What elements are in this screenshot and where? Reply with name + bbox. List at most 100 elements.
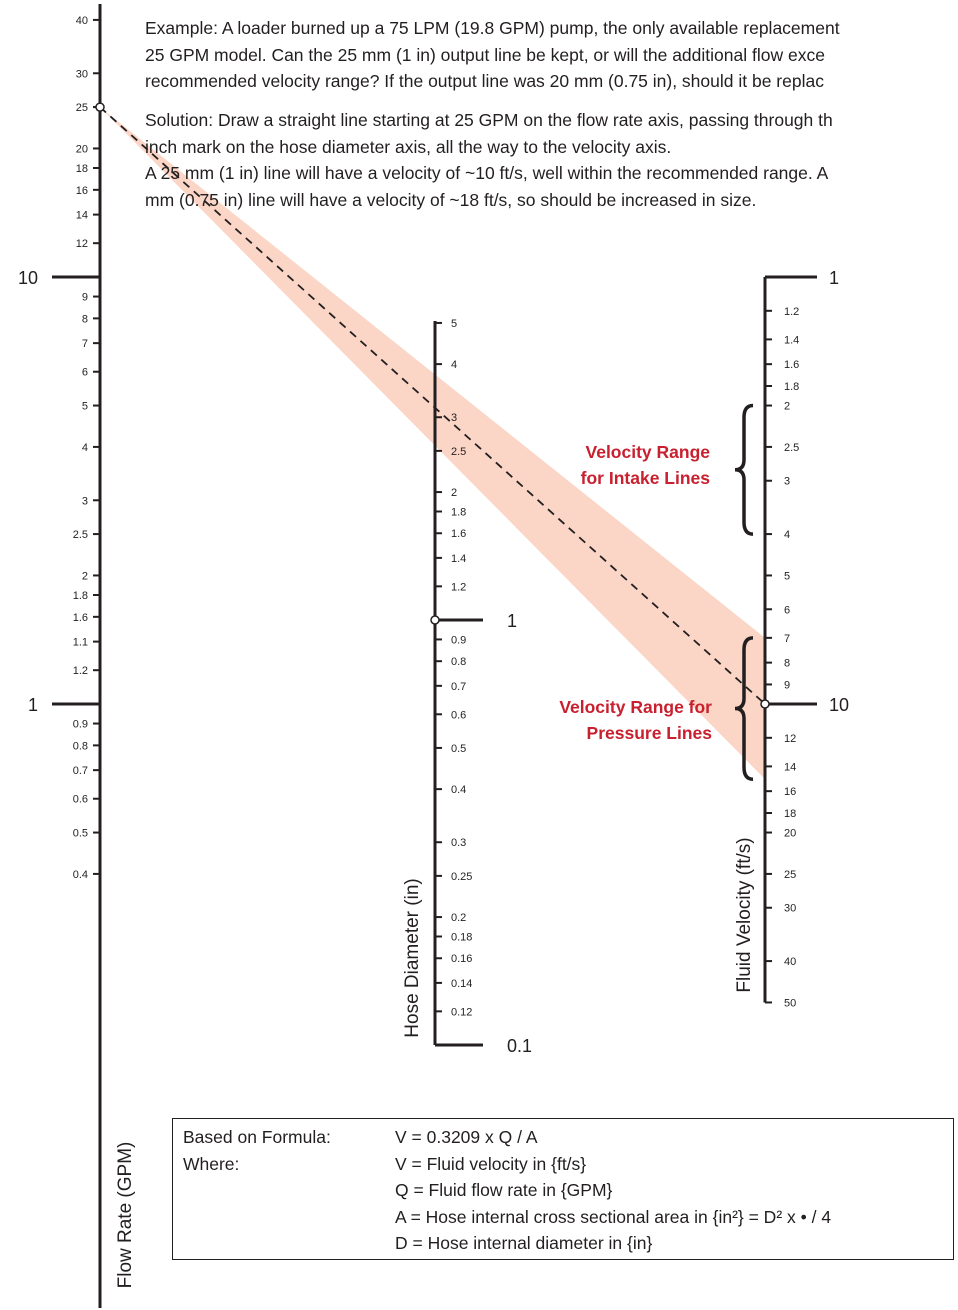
tick-label: 14 [76, 210, 88, 222]
major-tick-label: 1 [28, 695, 38, 715]
tick-label: 12 [76, 238, 88, 250]
tick-label: 0.8 [451, 656, 466, 668]
tick-label: 6 [784, 604, 790, 616]
solution-line: Solution: Draw a straight line starting … [145, 110, 833, 130]
tick-label: 0.7 [451, 681, 466, 693]
tick-label: 0.2 [451, 912, 466, 924]
formula-line: V = Fluid velocity in {ft/s} [395, 1154, 587, 1174]
formula-line: D = Hose internal diameter in {in} [395, 1233, 653, 1253]
tick-label: 1.8 [73, 590, 88, 602]
tick-label: 4 [82, 442, 88, 454]
axis-3: 1.2 1.4 1.6 1.8 2 2.5 3 4 5 6 7 8 9 12 14 16 18 20 25 30 40 5… [734, 268, 849, 1009]
velocity-range-brace [734, 636, 754, 781]
major-tick-label: 1 [829, 268, 839, 288]
tick-label: 0.14 [451, 978, 472, 990]
velocity-range-label: Velocity Range [586, 442, 711, 462]
tick-label: 16 [76, 185, 88, 197]
formula-line: Q = Fluid flow rate in {GPM} [395, 1180, 613, 1200]
velocity-range-label: Velocity Range for [559, 697, 712, 717]
major-tick-label: 10 [18, 268, 38, 288]
tick-label: 8 [82, 313, 88, 325]
tick-label: 9 [82, 292, 88, 304]
tick-label: 5 [451, 318, 457, 330]
tick-label: 0.3 [451, 837, 466, 849]
solution-line: A 25 mm (1 in) line will have a velocity… [145, 163, 829, 183]
based-on-formula-label: Based on Formula: [183, 1127, 331, 1147]
example-point [95, 102, 105, 112]
tick-label: 8 [784, 658, 790, 670]
tick-label: 0.5 [451, 743, 466, 755]
tick-label: 16 [784, 786, 796, 798]
example-line: recommended velocity range? If the outpu… [145, 71, 824, 91]
tick-label: 0.5 [73, 828, 88, 840]
formula-line: A = Hose internal cross sectional area i… [395, 1207, 832, 1227]
tick-label: 0.8 [73, 740, 88, 752]
tick-label: 5 [82, 401, 88, 413]
tick-label: 50 [784, 997, 796, 1009]
velocity-range-brace [734, 403, 754, 536]
tick-label: 18 [76, 163, 88, 175]
tick-label: 3 [784, 476, 790, 488]
example-line: 25 GPM model. Can the 25 mm (1 in) outpu… [145, 44, 825, 65]
tick-label: 2.5 [73, 529, 88, 541]
tick-label: 25 [76, 102, 88, 114]
tick-label: 0.6 [451, 709, 466, 721]
major-tick-label: 0.1 [507, 1036, 532, 1056]
solution-line: inch mark on the hose diameter axis, all… [145, 136, 672, 157]
tick-label: 0.4 [73, 869, 88, 881]
tick-label: 30 [784, 903, 796, 915]
tick-label: 1.2 [451, 581, 466, 593]
tick-label: 1.1 [73, 637, 88, 649]
tick-label: 0.7 [73, 765, 88, 777]
axis-1: 4003002502001801601401209080706050403025… [18, 4, 136, 1308]
major-tick-label: 1 [507, 611, 517, 631]
tick-label: 1.8 [784, 381, 799, 393]
velocity-range-label: Pressure Lines [587, 723, 713, 743]
tick-label: 0.16 [451, 953, 472, 965]
tick-label: 20 [784, 828, 796, 840]
tick-label: 1.6 [784, 359, 799, 371]
tick-label: 2 [784, 401, 790, 413]
example-point [760, 699, 770, 709]
tick-label: 4 [451, 359, 457, 371]
example-line: Example: A loader burned up a 75 LPM (19… [145, 18, 840, 38]
tick-label: 0.9 [73, 719, 88, 731]
example-point [430, 615, 440, 625]
tick-label: 1.4 [451, 553, 466, 565]
tick-label: 5 [784, 570, 790, 582]
tick-label: 7 [784, 633, 790, 645]
tick-label: 1.4 [784, 334, 799, 346]
tick-label: 3 [82, 495, 88, 507]
where-label: Where: [183, 1154, 240, 1174]
tick-label: 9 [784, 679, 790, 691]
tick-label: 3 [451, 412, 457, 424]
axis-title: Hose Diameter (in) [402, 878, 423, 1037]
tick-label: 1.8 [451, 507, 466, 519]
formula-box: Based on Formula: Where: V = 0.3209 x Q … [172, 1118, 954, 1260]
tick-label: 25 [784, 869, 796, 881]
tick-label: 4 [784, 529, 790, 541]
tick-label: 6 [82, 367, 88, 379]
tick-label: 20 [76, 143, 88, 155]
tick-label: 1.2 [73, 665, 88, 677]
major-tick-label: 10 [829, 695, 849, 715]
tick-label: 40 [784, 956, 796, 968]
tick-label: 7 [82, 338, 88, 350]
tick-label: 2 [451, 487, 457, 499]
axis-2: 5 4 3 2.5 2 1.8 1.6 1.4 1.2 0.9 0.8 0.7 0.6 0.5 0.4 0.3… [402, 318, 532, 1056]
tick-label: 0.12 [451, 1006, 472, 1018]
tick-label: 1.6 [451, 528, 466, 540]
axis-title: Flow Rate (GPM) [115, 1142, 136, 1289]
tick-label: 2 [82, 570, 88, 582]
velocity-range-label: for Intake Lines [581, 468, 711, 488]
tick-label: 40 [76, 15, 88, 27]
tick-label: 30 [76, 68, 88, 80]
tick-label: 1.2 [784, 306, 799, 318]
tick-label: 0.18 [451, 932, 472, 944]
tick-label: 12 [784, 733, 796, 745]
axis-title: Fluid Velocity (ft/s) [734, 837, 755, 992]
tick-label: 14 [784, 761, 796, 773]
example-dashed-line [99, 106, 766, 705]
formula-line: V = 0.3209 x Q / A [395, 1127, 538, 1147]
